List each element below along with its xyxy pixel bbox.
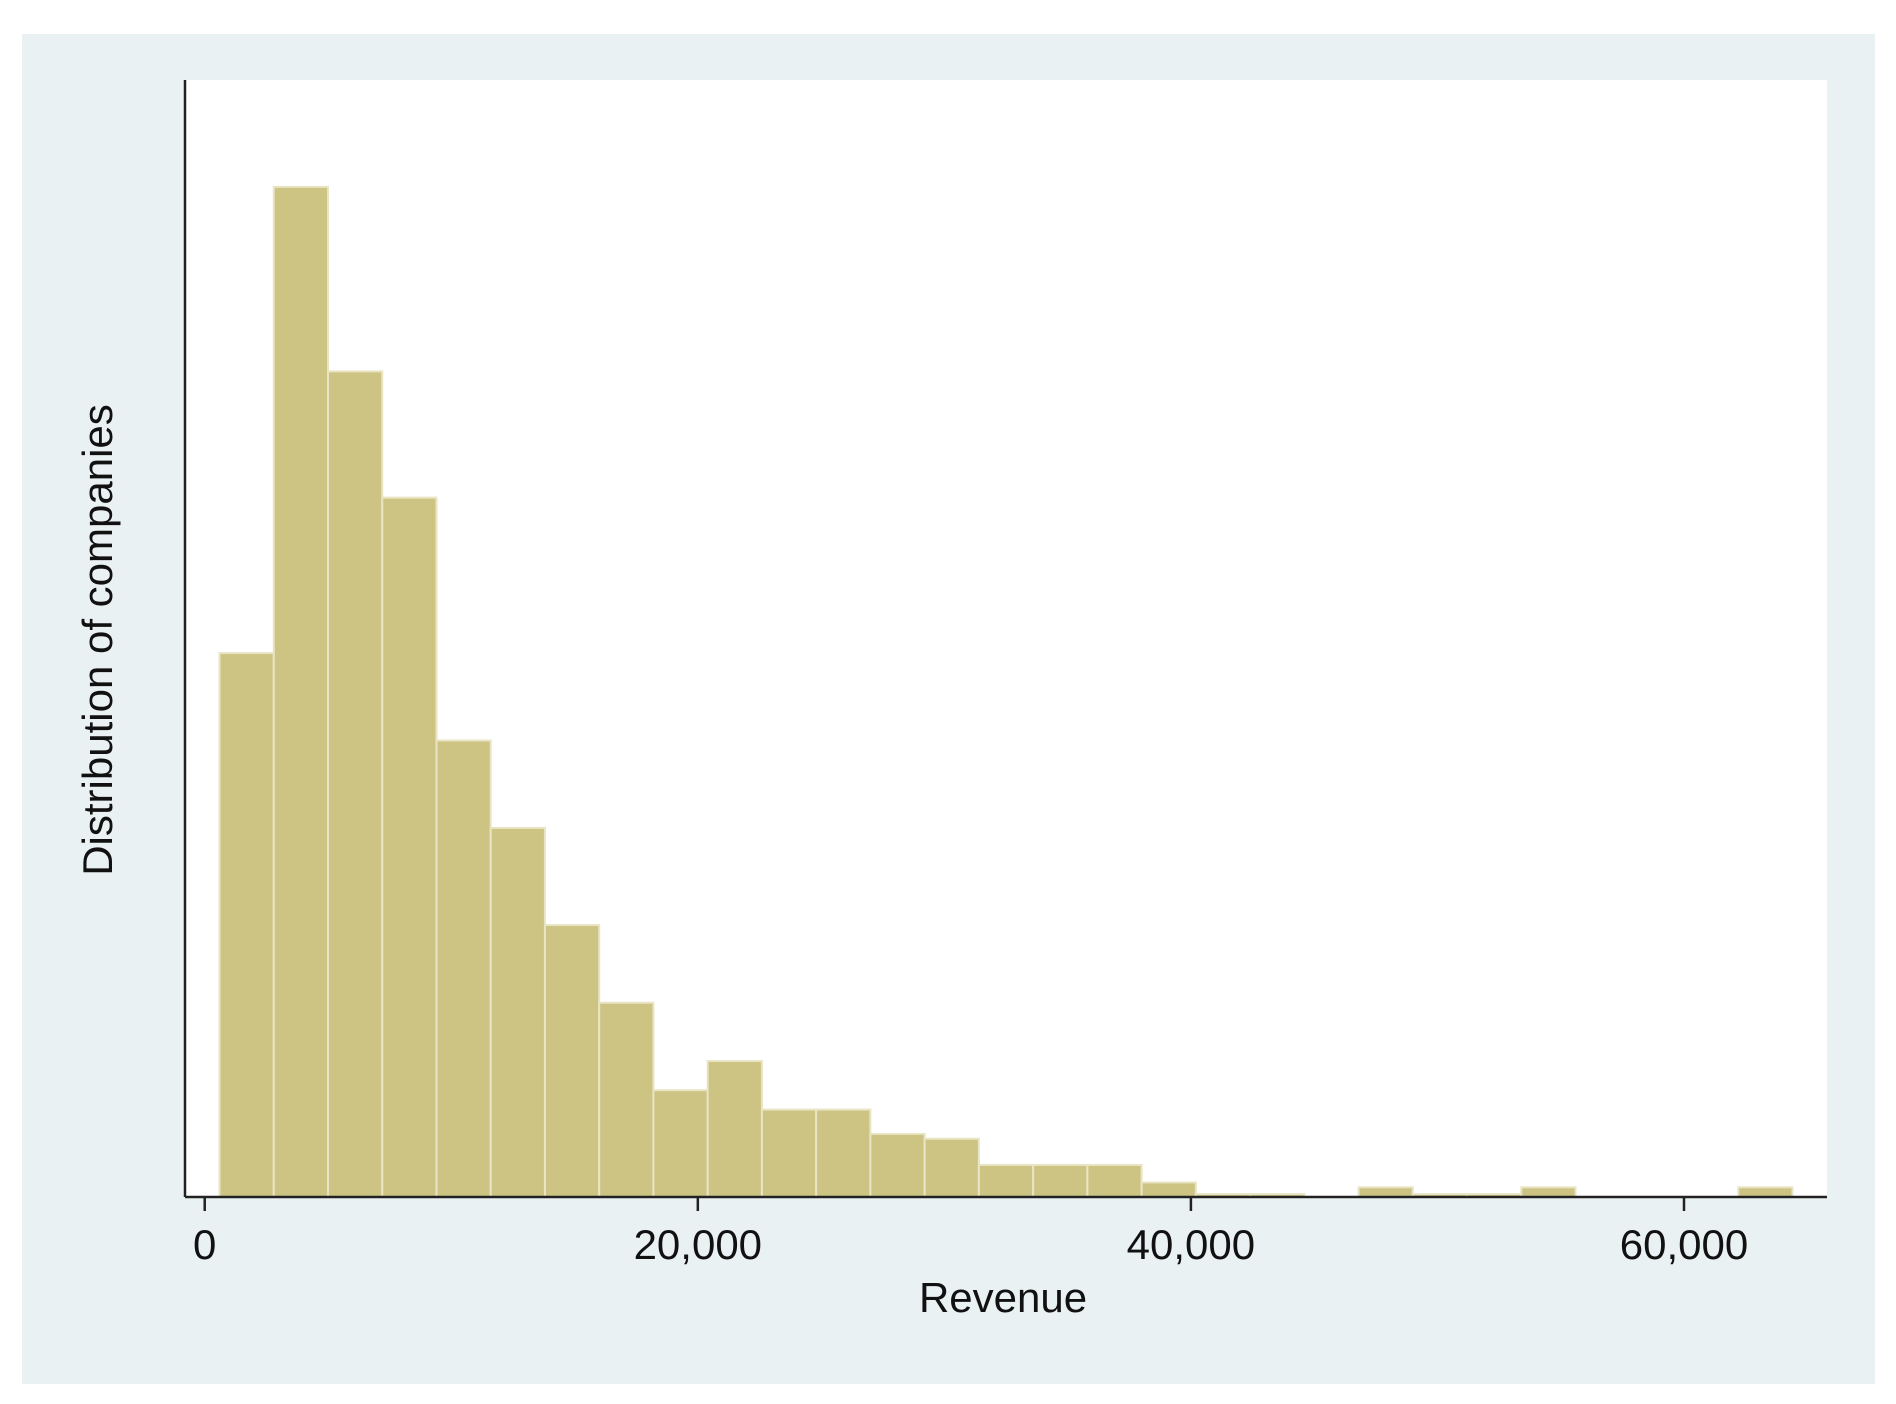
histogram-bar-17 (1140, 1181, 1197, 1199)
histogram-bar-12 (869, 1132, 926, 1198)
histogram-bar-2 (327, 370, 384, 1198)
histogram-bar-11 (815, 1108, 872, 1198)
histogram-bars (218, 185, 1794, 1199)
x-tick-label-3: 60,000 (1620, 1221, 1748, 1268)
x-tick-label-0: 0 (193, 1221, 216, 1268)
histogram-bar-13 (923, 1137, 980, 1198)
histogram-bar-5 (489, 826, 546, 1199)
histogram-bar-15 (1032, 1163, 1089, 1198)
histogram-bar-4 (435, 739, 492, 1198)
histogram-bar-28 (1737, 1186, 1794, 1199)
histogram-bar-7 (598, 1001, 655, 1198)
histogram-bar-8 (652, 1089, 709, 1199)
histogram-bar-0 (218, 652, 275, 1198)
histogram-bar-1 (272, 185, 330, 1198)
x-axis-ticks: 0 20,000 40,000 60,000 (193, 1197, 1748, 1268)
histogram-bar-16 (1086, 1163, 1143, 1198)
histogram-bar-10 (760, 1108, 818, 1198)
histogram-bar-24 (1520, 1186, 1577, 1199)
histogram-bar-9 (706, 1060, 763, 1199)
histogram-bar-6 (543, 924, 601, 1199)
histogram-bar-3 (381, 496, 438, 1199)
x-axis-title: Revenue (919, 1274, 1087, 1321)
x-tick-label-1: 20,000 (634, 1221, 762, 1268)
histogram-bar-14 (977, 1163, 1035, 1198)
y-axis-title: Distribution of companies (74, 404, 121, 876)
x-tick-label-2: 40,000 (1127, 1221, 1255, 1268)
histogram-bar-21 (1357, 1186, 1414, 1199)
